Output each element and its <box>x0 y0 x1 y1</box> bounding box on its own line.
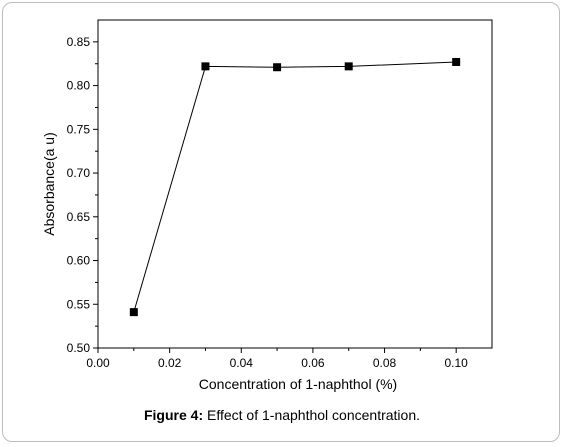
y-tick-label: 0.70 <box>67 166 91 180</box>
y-tick-label: 0.60 <box>67 254 91 268</box>
y-tick-label: 0.55 <box>67 297 91 311</box>
line-chart: 0.00 0.02 0.04 0.06 0.08 0.10 0.50 0.55 0.60 0.6… <box>41 19 493 392</box>
y-tick-label: 0.80 <box>67 79 91 93</box>
x-tick-label: 0.02 <box>158 356 182 370</box>
x-axis-title: Concentration of 1-naphthol (%) <box>199 376 397 392</box>
x-axis: 0.00 0.02 0.04 0.06 0.08 0.10 <box>86 348 468 370</box>
y-axis: 0.50 0.55 0.60 0.65 0.70 0.75 0.80 0.85 <box>67 35 98 355</box>
data-point <box>129 308 138 317</box>
data-point <box>344 62 353 71</box>
data-point <box>452 57 461 66</box>
series-layer <box>129 57 461 317</box>
caption-label: Figure 4: <box>143 407 204 423</box>
data-point <box>273 63 282 72</box>
x-tick-label: 0.10 <box>445 356 469 370</box>
x-tick-label: 0.04 <box>230 356 254 370</box>
y-tick-label: 0.85 <box>67 35 91 49</box>
figure-caption: Figure 4: Effect of 1-naphthol concentra… <box>0 407 564 423</box>
series-line <box>133 61 457 313</box>
data-point <box>201 62 210 71</box>
y-tick-label: 0.75 <box>67 122 91 136</box>
x-tick-label: 0.08 <box>373 356 397 370</box>
plot-area <box>97 19 493 349</box>
y-tick-label: 0.65 <box>67 210 91 224</box>
caption-text: Effect of 1-naphthol concentration. <box>207 407 420 423</box>
y-tick-label: 0.50 <box>67 341 91 355</box>
y-axis-title: Absorbance(a u) <box>41 132 57 236</box>
x-tick-label: 0.06 <box>301 356 325 370</box>
x-tick-label: 0.00 <box>86 356 110 370</box>
figure-frame <box>2 2 560 442</box>
